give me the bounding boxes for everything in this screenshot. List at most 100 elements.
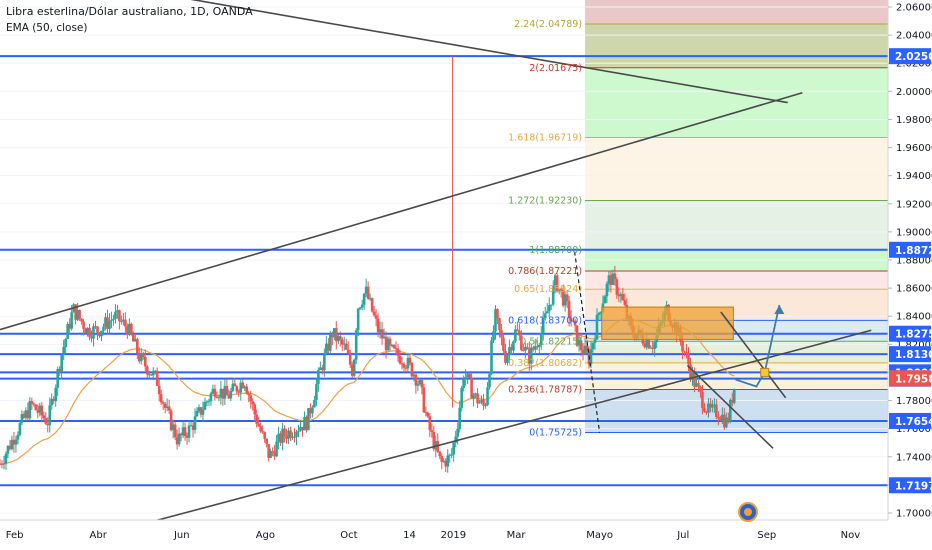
candle-body <box>370 298 374 312</box>
candle-body <box>155 370 159 386</box>
fib-label: 0.618(1.83700) <box>508 315 582 326</box>
candle-body <box>732 388 736 403</box>
candle-body <box>301 427 304 431</box>
point-marker <box>760 367 770 377</box>
time-tick-label: Mar <box>507 530 527 541</box>
candle-body <box>533 346 537 350</box>
candle-body <box>701 391 704 409</box>
candle-body <box>0 463 2 465</box>
candle-body <box>426 412 430 417</box>
candle-body <box>603 296 607 304</box>
candle-body <box>68 323 71 329</box>
candle-body <box>338 336 342 340</box>
candle-body <box>22 414 26 418</box>
candle-body <box>472 395 475 399</box>
candle-body <box>46 423 50 426</box>
candle-body <box>360 304 364 308</box>
candle-body <box>456 428 459 437</box>
candle-body <box>500 329 503 338</box>
candle-body <box>649 347 653 349</box>
candle-body <box>372 311 376 316</box>
time-axis[interactable]: Feb Abr Jun Ago Oct 14 2019 Mar Mayo Jul Sep Nov <box>0 519 888 550</box>
fib-zone <box>585 137 888 201</box>
candle-body <box>645 339 649 348</box>
candle-body <box>124 319 127 327</box>
candle-body <box>350 364 354 376</box>
candle-body <box>323 353 326 371</box>
candle-body <box>291 436 294 438</box>
logo-core <box>744 508 752 516</box>
candle-body <box>446 455 450 467</box>
candle-body <box>199 407 203 415</box>
candle-body <box>307 408 310 431</box>
candle-body <box>651 347 654 349</box>
candle-body <box>715 404 718 418</box>
candle-body <box>498 318 501 330</box>
price-axis-bg <box>888 0 932 550</box>
candle-body <box>494 309 497 332</box>
candle-body <box>102 326 105 331</box>
level-price-badge <box>889 325 931 342</box>
candle-body <box>573 320 577 326</box>
candle-body <box>559 288 563 291</box>
candle-body <box>281 428 284 443</box>
candle-body <box>719 418 722 421</box>
time-tick-label: Jul <box>676 530 689 541</box>
price-tick-label: 2.00000 <box>896 87 932 98</box>
candle-body <box>460 388 463 408</box>
candle-body <box>368 298 372 300</box>
candle-body <box>137 353 141 362</box>
candle-body <box>506 354 509 363</box>
candle-body <box>98 332 101 337</box>
candle-body <box>173 424 177 438</box>
candle-body <box>356 308 360 331</box>
candle-body <box>410 362 414 377</box>
candle-body <box>12 439 16 445</box>
candle-body <box>432 431 436 450</box>
candle-body <box>14 439 18 445</box>
price-axis[interactable]: 2.06000 2.04000 2.02000 2.00000 1.98000 1.960… <box>887 0 932 550</box>
candle-body <box>713 404 716 406</box>
candle-body <box>179 433 183 436</box>
candle-body <box>599 311 603 314</box>
candle-body <box>309 408 312 414</box>
candle-body <box>82 321 85 329</box>
candle-body <box>428 416 432 431</box>
candle-body <box>253 404 257 415</box>
candle-body <box>539 333 543 346</box>
candle-body <box>553 275 557 286</box>
candle-body <box>267 444 270 458</box>
candle-body <box>727 417 730 422</box>
candle-body <box>504 350 507 363</box>
candle-body <box>44 418 48 424</box>
candle-body <box>229 391 233 399</box>
candle-body <box>56 368 60 388</box>
candle-body <box>346 349 350 354</box>
candle-body <box>197 407 201 411</box>
candle-body <box>86 327 89 334</box>
candle-body <box>520 335 523 351</box>
level-price-badge <box>889 412 931 429</box>
candle-body <box>187 425 191 438</box>
candle-body <box>287 430 290 439</box>
candle-body <box>215 396 219 398</box>
candle-body <box>342 343 346 345</box>
candle-body <box>217 397 221 399</box>
candle-body <box>535 346 539 348</box>
candle-body <box>488 373 491 388</box>
level-price-badge <box>889 241 931 258</box>
candle-body <box>524 347 527 351</box>
candle-body <box>145 366 149 375</box>
candle-body <box>62 347 65 356</box>
candle-body <box>58 368 61 372</box>
price-tick-label: 1.74000 <box>896 452 932 463</box>
time-tick-label: 2019 <box>441 530 466 541</box>
candle-body <box>143 356 147 367</box>
candle-body <box>717 417 720 419</box>
level-price-badge <box>889 48 931 65</box>
candle-body <box>728 399 732 422</box>
candle-body <box>297 430 300 432</box>
price-tick-label: 1.82000 <box>896 340 932 351</box>
